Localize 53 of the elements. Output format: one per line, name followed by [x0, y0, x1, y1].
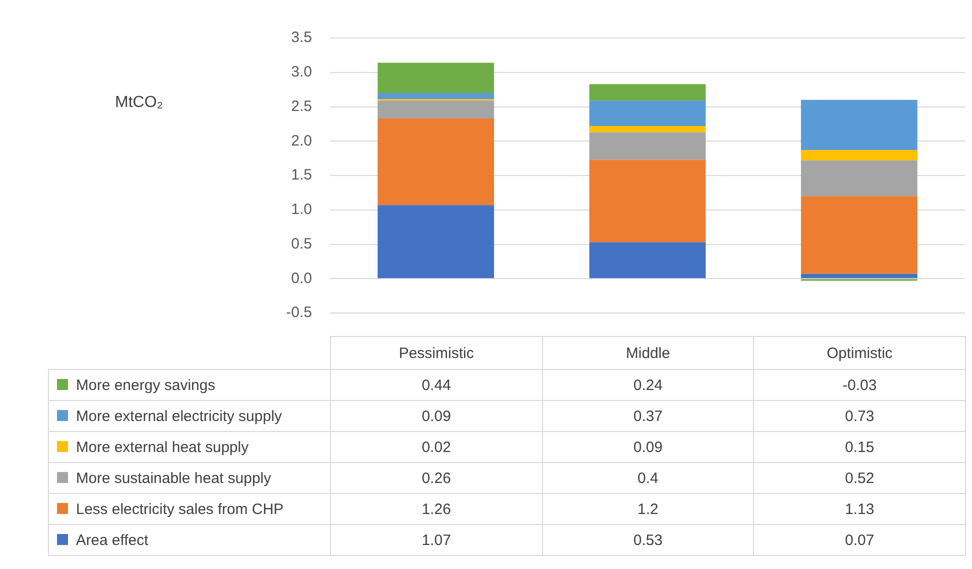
bar: [589, 242, 706, 278]
bar: [378, 93, 494, 100]
data-label: 1.2: [542, 494, 754, 524]
data-label: -0.03: [754, 370, 966, 400]
bar: [378, 62, 494, 93]
bar: [589, 84, 706, 101]
data-label: 0.52: [754, 462, 966, 494]
data-label: 0.09: [330, 400, 542, 432]
data-label: 0.37: [542, 400, 754, 432]
text: 3.5: [291, 29, 312, 46]
text: 2.5: [291, 98, 312, 115]
data-label: 0.07: [754, 524, 966, 556]
legend-label: More sustainable heat supply: [48, 462, 330, 494]
data-label: 0.24: [542, 370, 754, 400]
bar: [378, 100, 494, 118]
legend-label: More energy savings: [48, 370, 330, 400]
data-label: 0.15: [754, 432, 966, 462]
data-label: 0.26: [330, 462, 542, 494]
x-tick-label: Optimistic: [754, 336, 966, 370]
data-label: 1.13: [754, 494, 966, 524]
bar: [800, 100, 918, 150]
legend-label: More external heat supply: [48, 432, 330, 462]
x-tick-label: Pessimistic: [330, 336, 542, 370]
data-label: 0.4: [542, 462, 754, 494]
text: MtCO₂: [115, 94, 163, 112]
data-label: 1.26: [330, 494, 542, 524]
data-label: 0.02: [330, 432, 542, 462]
data-label: 0.09: [542, 432, 754, 462]
text: 2.0: [291, 132, 312, 150]
bar: [800, 274, 918, 278]
bar: [589, 100, 706, 126]
text: 3.0: [291, 64, 312, 81]
text: 1.0: [291, 201, 312, 218]
text: 0.0: [291, 270, 312, 287]
text: 0.5: [291, 235, 312, 252]
bar: [800, 160, 918, 196]
bar: [378, 118, 494, 206]
bar: [378, 205, 494, 278]
data-label: 0.73: [754, 400, 966, 432]
x-tick-label: Middle: [542, 336, 754, 370]
bar: [589, 132, 706, 160]
bar: [800, 150, 918, 160]
text: -0.5: [286, 304, 312, 322]
data-label: 1.07: [330, 524, 542, 556]
data-label: 0.53: [542, 524, 754, 556]
legend-label: More external electricity supply: [48, 400, 330, 432]
legend-label: Area effect: [48, 524, 330, 556]
bar: [589, 160, 706, 242]
legend-label: Less electricity sales from CHP: [48, 494, 330, 524]
bar: [589, 126, 706, 132]
text: 1.5: [291, 166, 312, 184]
bar: [800, 196, 918, 274]
data-label: 0.44: [330, 370, 542, 400]
